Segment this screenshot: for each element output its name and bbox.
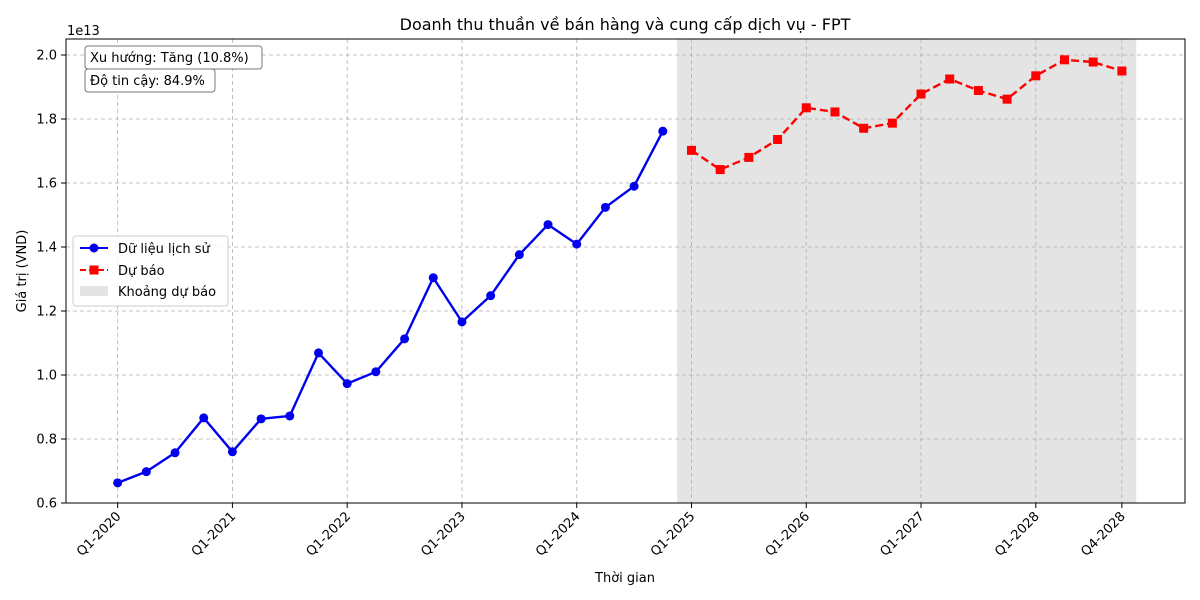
legend: Dữ liệu lịch sử Dự báo Khoảng dự báo xyxy=(72,235,229,307)
legend-forecast-marker xyxy=(89,265,99,275)
forecast-data-point xyxy=(1059,55,1069,65)
history-data-point xyxy=(514,250,524,260)
history-data-point xyxy=(170,448,180,458)
forecast-data-point xyxy=(715,165,725,175)
history-data-point xyxy=(113,478,123,488)
confidence-annotation: Độ tin cậy: 84.9% xyxy=(84,68,216,93)
history-data-point xyxy=(199,413,209,423)
history-data-point xyxy=(313,348,323,358)
legend-history-label: Dữ liệu lịch sử xyxy=(118,242,210,257)
confidence-annotation-box xyxy=(84,68,216,93)
forecast-data-point xyxy=(916,89,926,99)
legend-item-forecast: Dự báo xyxy=(80,264,165,279)
legend-band-label: Khoảng dự báo xyxy=(118,285,216,300)
legend-band-swatch xyxy=(80,286,108,296)
forecast-band-layer xyxy=(677,39,1137,503)
forecast-data-point xyxy=(773,134,783,144)
forecast-data-point xyxy=(1117,66,1127,76)
history-data-point xyxy=(285,411,295,421)
legend-item-band: Khoảng dự báo xyxy=(80,285,216,300)
history-data-point xyxy=(600,202,610,212)
forecast-data-point xyxy=(973,86,983,96)
history-data-point xyxy=(371,367,381,377)
legend-history-marker xyxy=(89,243,99,253)
history-data-point xyxy=(543,220,553,230)
y-tick-label: 1.8 xyxy=(36,113,57,128)
chart-title: Doanh thu thuần về bán hàng và cung cấp … xyxy=(400,15,851,34)
forecast-data-point xyxy=(887,118,897,128)
history-data-point xyxy=(572,239,582,249)
forecast-data-point xyxy=(1002,94,1012,104)
plot-frame xyxy=(65,38,1186,504)
forecast-data-point xyxy=(945,74,955,84)
history-data-point xyxy=(227,447,237,457)
history-data-point xyxy=(486,291,496,301)
legend-forecast-label: Dự báo xyxy=(118,264,165,279)
forecast-data-point xyxy=(830,107,840,117)
history-data-point xyxy=(658,126,668,136)
y-tick-label: 0.6 xyxy=(36,497,57,512)
history-data-point xyxy=(342,379,352,389)
legend-box xyxy=(72,235,229,307)
forecast-series-line xyxy=(690,58,1123,171)
forecast-data-point xyxy=(744,152,754,162)
y-tick-label: 1.4 xyxy=(36,241,57,256)
y-tick-label: 1.0 xyxy=(36,369,57,384)
forecast-data-point xyxy=(1088,57,1098,67)
forecast-data-point xyxy=(686,145,696,155)
y-tick-label: 2.0 xyxy=(36,49,57,64)
history-series-line xyxy=(117,130,664,484)
history-data-point xyxy=(428,273,438,283)
history-data-point xyxy=(400,334,410,344)
history-data-point xyxy=(141,467,151,477)
confidence-annotation-text: Độ tin cậy: 84.9% xyxy=(90,74,205,89)
forecast-data-point xyxy=(1031,71,1041,81)
x-axis-label: Thời gian xyxy=(594,571,655,586)
trend-annotation: Xu hướng: Tăng (10.8%) xyxy=(84,45,263,70)
y-tick-label: 1.2 xyxy=(36,305,57,320)
history-data-point xyxy=(457,317,467,327)
history-data-point xyxy=(256,414,266,424)
forecast-data-point xyxy=(859,123,869,133)
y-axis-scale-label: 1e13 xyxy=(67,24,100,39)
trend-annotation-text: Xu hướng: Tăng (10.8%) xyxy=(90,51,249,66)
history-data-point xyxy=(629,181,639,191)
forecast-data-point xyxy=(801,103,811,113)
series-layer xyxy=(113,55,1127,488)
y-tick-label: 0.8 xyxy=(36,433,57,448)
forecast-band xyxy=(677,39,1137,503)
legend-item-history: Dữ liệu lịch sử xyxy=(80,242,210,257)
y-tick-label: 1.6 xyxy=(36,177,57,192)
y-axis-label: Giá trị (VND) xyxy=(15,230,30,313)
